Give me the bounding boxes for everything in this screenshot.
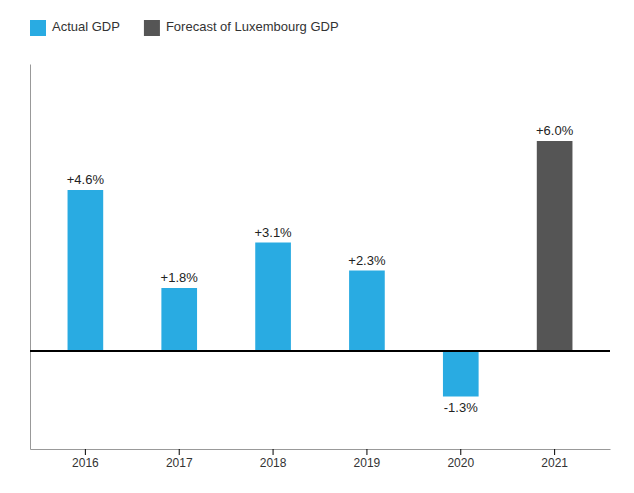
data-label: +6.0% [536, 123, 574, 138]
data-label: +4.6% [67, 172, 105, 187]
x-axis-line [31, 449, 611, 450]
data-label: +2.3% [348, 253, 386, 268]
chart: 201620172018201920202021+4.6%+1.8%+3.1%+… [0, 0, 634, 493]
x-tick-mark [179, 449, 180, 455]
x-tick: 2018 [260, 449, 287, 470]
x-tick-label: 2020 [447, 456, 474, 470]
x-tick-label: 2017 [166, 456, 193, 470]
x-tick-label: 2018 [260, 456, 287, 470]
bar [537, 141, 573, 351]
x-tick-mark [273, 449, 274, 455]
bar [161, 288, 197, 351]
x-tick-mark [460, 449, 461, 455]
y-axis-line [30, 65, 31, 450]
legend-swatch [144, 20, 160, 36]
bar [443, 351, 479, 397]
data-label: -1.3% [444, 400, 478, 415]
legend: Actual GDP Forecast of Luxembourg GDP [30, 19, 339, 36]
x-tick-label: 2016 [72, 456, 99, 470]
legend-swatch [30, 20, 46, 36]
legend-label: Forecast of Luxembourg GDP [166, 19, 339, 34]
legend-item: Forecast of Luxembourg GDP [144, 19, 339, 36]
x-axis: 2016 2017 2018 2019 2020 2021 [31, 449, 611, 470]
x-tick: 2020 [447, 449, 474, 470]
x-tick-mark [366, 449, 367, 455]
legend-item: Actual GDP [30, 19, 120, 36]
bar [255, 243, 291, 352]
x-tick-mark [554, 449, 555, 455]
x-tick-label: 2019 [354, 456, 381, 470]
x-tick-label: 2021 [541, 456, 568, 470]
x-tick-mark [85, 449, 86, 455]
x-tick: 2019 [354, 449, 381, 470]
y-axis [30, 65, 31, 450]
x-tick: 2017 [166, 449, 193, 470]
data-labels: +4.6% +1.8% +3.1% +2.3% -1.3% +6.0% [67, 123, 574, 415]
x-tick: 2016 [72, 449, 99, 470]
legend-label: Actual GDP [52, 19, 120, 34]
bar [349, 271, 385, 352]
bar [68, 190, 104, 351]
plot: 201620172018201920202021+4.6%+1.8%+3.1%+… [30, 65, 611, 470]
data-label: +3.1% [254, 225, 292, 240]
x-tick: 2021 [541, 449, 568, 470]
bars [68, 141, 573, 397]
data-label: +1.8% [161, 270, 199, 285]
baseline [30, 350, 610, 352]
